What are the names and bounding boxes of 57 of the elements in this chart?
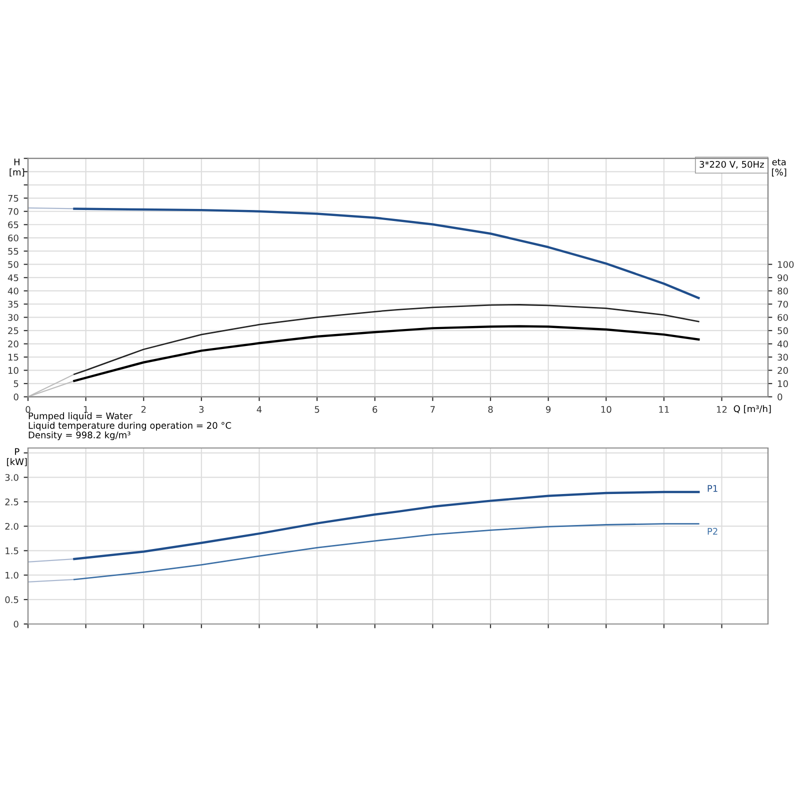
text: Density = 998.2 kg/m³ [28, 431, 130, 440]
annotation: 3*220 V, 50Hz [700, 160, 764, 169]
x-tick-label: 10 [601, 406, 612, 413]
x-tick-label: 9 [546, 406, 551, 413]
y2-tick-label: 100 [778, 261, 794, 268]
y-axis-title: H [m] [10, 158, 24, 177]
y-tick-label: 30 [8, 314, 18, 321]
y-tick-label: 0.5 [5, 596, 18, 604]
y2-tick-label: 10 [778, 380, 788, 388]
y-tick-label: 15 [8, 354, 18, 361]
x-tick-label: 8 [488, 406, 493, 413]
y-tick-label: 1.0 [6, 572, 18, 579]
y-tick-label: 0 [14, 620, 18, 628]
y-tick-label: 45 [8, 274, 18, 282]
y-axis-title: P [kW] [7, 448, 27, 466]
x-tick-label: 7 [430, 406, 435, 413]
y-tick-label: 40 [8, 288, 18, 294]
y-tick-label: 0 [14, 394, 18, 400]
y-tick-label: 3.0 [5, 474, 18, 481]
x-axis-title: Q [m³/h] [734, 405, 771, 414]
y-tick-label: 65 [8, 221, 18, 228]
y-tick-label: 2.5 [5, 498, 18, 506]
y2-tick-label: 60 [778, 314, 788, 321]
y-tick-label: 20 [8, 340, 18, 348]
x-tick-label: 4 [256, 406, 262, 413]
y-tick-label: 35 [8, 300, 18, 308]
y2-tick-label: 40 [777, 340, 788, 348]
y2-tick-label: 70 [778, 300, 788, 308]
y2-tick-label: 30 [778, 354, 788, 361]
y-tick-label: 5 [14, 380, 18, 388]
x-tick-label: 5 [314, 406, 320, 413]
y-tick-label: 50 [8, 261, 18, 268]
y-tick-label: 70 [8, 208, 18, 215]
y-tick-label: 60 [8, 234, 18, 242]
y-tick-label: 1.5 [6, 548, 18, 554]
x-tick-label: 3 [199, 406, 204, 413]
y-tick-label: 2.0 [5, 522, 18, 530]
x-tick-label: 6 [372, 406, 378, 413]
x-tick-label: 1 [84, 406, 88, 413]
y-tick-label: 10 [8, 367, 18, 374]
x-tick-label: 2 [141, 406, 146, 413]
y2-tick-label: 50 [778, 327, 788, 334]
text: Pumped liquid = Water [28, 412, 132, 422]
y2-axis-title: eta [%] [772, 158, 786, 177]
y2-tick-label: 90 [778, 274, 788, 282]
x-tick-label: 11 [659, 406, 669, 413]
y2-tick-label: 20 [778, 367, 788, 374]
y-tick-label: 75 [8, 194, 18, 202]
y2-tick-label: 0 [778, 394, 782, 400]
x-tick-label: 12 [717, 406, 727, 413]
y-tick-label: 55 [8, 248, 18, 255]
y2-tick-label: 80 [778, 288, 788, 294]
series-label: P1 [708, 485, 718, 492]
text: Liquid temperature during operation = 20 °C [28, 422, 232, 431]
y-tick-label: 25 [8, 327, 18, 334]
series-label: P2 [708, 528, 718, 535]
x-tick-label: 0 [26, 406, 30, 413]
